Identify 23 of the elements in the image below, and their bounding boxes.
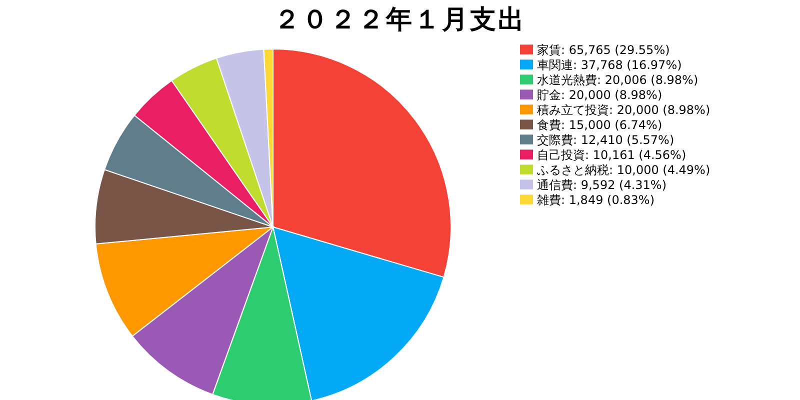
data-label: : 20,000 (8.98%) (561, 88, 662, 102)
legend-label: 通信費 (537, 178, 573, 192)
data-label: : 20,006 (8.98%) (597, 73, 698, 87)
legend-label: 水道光熱費 (537, 73, 597, 87)
data-label: : 12,410 (5.57%) (573, 133, 674, 147)
legend-label: 交際費 (537, 133, 573, 147)
data-label: : 9,592 (4.31%) (573, 178, 667, 192)
legend-label: 食費 (537, 118, 561, 132)
data-label: : 1,849 (0.83%) (561, 193, 655, 207)
data-label: : 10,000 (4.49%) (609, 163, 710, 177)
data-label: : 37,768 (16.97%) (573, 58, 682, 72)
data-label: : 65,765 (29.55%) (561, 43, 670, 57)
legend-label: 貯金 (537, 88, 561, 102)
legend-label: 車関連 (537, 58, 573, 72)
data-label: : 15,000 (6.74%) (561, 118, 662, 132)
legend-label: 雑費 (537, 193, 561, 207)
chart-title: ２０２２年１月支出 (273, 4, 527, 37)
legend-label: 積み立て投資 (537, 103, 609, 117)
legend-label: 自己投資 (537, 148, 585, 162)
legend-label: ふるさと納税 (537, 163, 609, 177)
data-label: : 10,161 (4.56%) (585, 148, 686, 162)
data-label: : 20,000 (8.98%) (609, 103, 710, 117)
legend-label: 家賃 (537, 43, 561, 57)
